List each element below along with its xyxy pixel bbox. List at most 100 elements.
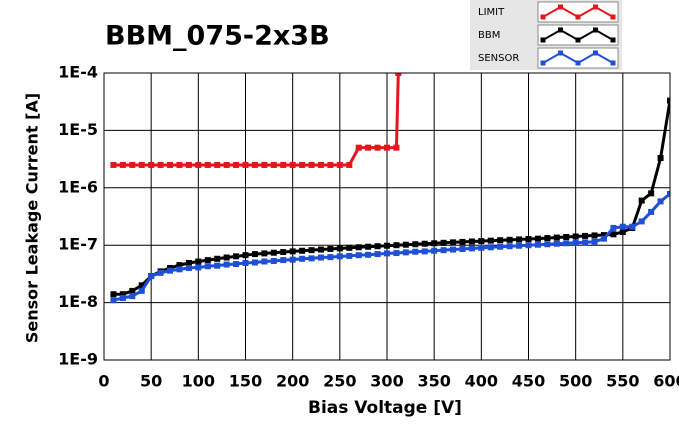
- data-point: [487, 237, 494, 244]
- data-point: [355, 252, 362, 259]
- data-point: [487, 244, 494, 251]
- data-point: [402, 241, 409, 248]
- data-point: [308, 255, 315, 262]
- data-point: [478, 238, 485, 245]
- data-point: [667, 190, 670, 197]
- data-point: [497, 243, 504, 250]
- legend-label: LIMIT: [478, 7, 505, 18]
- plot-frame: [103, 72, 671, 361]
- data-point: [346, 161, 353, 168]
- data-point: [648, 208, 655, 215]
- data-point: [251, 251, 258, 258]
- data-point: [280, 161, 287, 168]
- data-point: [459, 238, 466, 245]
- y-tick-label: 1E-8: [58, 292, 98, 311]
- data-point: [468, 238, 475, 245]
- data-point: [629, 223, 636, 230]
- data-point: [119, 291, 126, 298]
- y-tick-label: 1E-5: [58, 120, 98, 139]
- data-point: [582, 239, 589, 246]
- data-point: [289, 248, 296, 255]
- data-point: [148, 273, 155, 280]
- x-tick-label: 150: [229, 372, 262, 391]
- data-point: [119, 161, 126, 168]
- data-point: [195, 258, 202, 265]
- legend-marker: [610, 60, 616, 66]
- data-point: [270, 258, 277, 265]
- data-point: [214, 262, 221, 269]
- data-point: [148, 161, 155, 168]
- data-point: [233, 261, 240, 268]
- data-point: [355, 144, 362, 151]
- data-point: [450, 246, 457, 253]
- data-point: [270, 161, 277, 168]
- data-point: [223, 161, 230, 168]
- data-point: [563, 233, 570, 240]
- data-point: [657, 155, 664, 162]
- data-point: [308, 161, 315, 168]
- data-point: [129, 161, 136, 168]
- data-point: [167, 161, 174, 168]
- data-point: [393, 144, 400, 151]
- data-point: [638, 197, 645, 204]
- data-point: [355, 244, 362, 251]
- data-point: [327, 161, 334, 168]
- data-point: [138, 282, 145, 289]
- x-tick-label: 200: [276, 372, 309, 391]
- data-point: [157, 161, 164, 168]
- legend-marker: [540, 14, 546, 20]
- data-point: [110, 297, 117, 304]
- x-tick-label: 0: [98, 372, 109, 391]
- legend-marker: [558, 50, 563, 56]
- chart-title: BBM_075-2x3B: [105, 21, 330, 52]
- x-tick-label: 450: [512, 372, 545, 391]
- legend-label: BBM: [478, 30, 500, 41]
- data-point: [204, 161, 211, 168]
- data-point: [610, 224, 617, 231]
- data-point: [384, 250, 390, 257]
- data-point: [346, 244, 353, 251]
- data-point: [553, 240, 560, 247]
- legend-marker: [593, 50, 598, 56]
- data-point: [336, 161, 343, 168]
- data-point: [516, 236, 523, 243]
- data-point: [327, 254, 334, 261]
- legend-marker: [558, 4, 563, 10]
- data-point: [600, 235, 607, 242]
- data-point: [572, 233, 579, 240]
- legend-marker: [593, 27, 598, 33]
- data-point: [317, 254, 324, 261]
- y-tick-label: 1E-4: [58, 63, 98, 82]
- data-point: [110, 291, 117, 298]
- legend-marker: [610, 14, 616, 20]
- data-point: [563, 240, 570, 247]
- data-point: [478, 244, 485, 251]
- y-tick-label: 1E-7: [58, 235, 98, 254]
- data-point: [572, 239, 579, 246]
- data-point: [412, 241, 419, 248]
- x-axis-label: Bias Voltage [V]: [308, 398, 462, 418]
- y-tick-label: 1E-6: [58, 177, 98, 196]
- data-point: [223, 261, 230, 268]
- data-point: [412, 248, 419, 255]
- data-point: [157, 269, 164, 276]
- data-point: [195, 264, 202, 271]
- legend-marker: [593, 4, 598, 10]
- x-tick-label: 100: [182, 372, 215, 391]
- data-point: [374, 144, 381, 151]
- legend: LIMIT BBM SENSOR: [470, 0, 622, 70]
- data-point: [119, 295, 126, 302]
- data-point: [525, 242, 532, 249]
- data-point: [223, 254, 230, 261]
- data-point: [251, 161, 258, 168]
- data-point: [648, 190, 655, 197]
- x-tick-label: 50: [140, 372, 162, 391]
- data-point: [582, 232, 589, 239]
- x-tick-label: 300: [370, 372, 403, 391]
- data-point: [233, 253, 240, 260]
- data-point: [185, 161, 192, 168]
- legend-marker: [610, 37, 616, 43]
- data-point: [374, 251, 381, 258]
- data-point: [619, 223, 626, 230]
- data-point: [600, 232, 607, 239]
